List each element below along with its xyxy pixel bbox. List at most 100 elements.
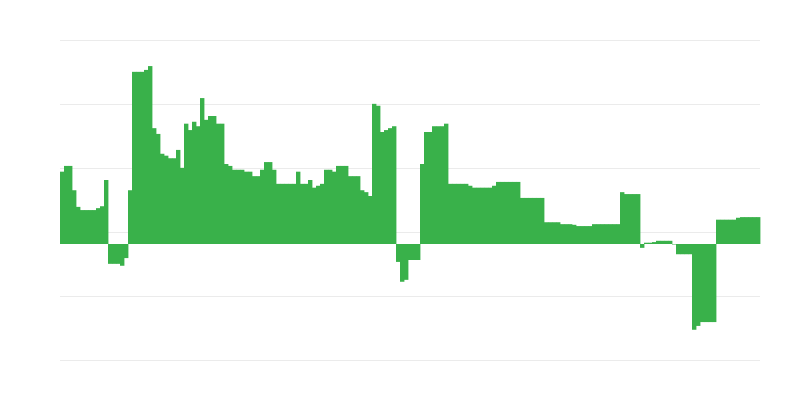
bar xyxy=(332,171,337,244)
bar xyxy=(588,226,593,244)
bar xyxy=(548,222,553,244)
bar xyxy=(96,208,101,244)
bar xyxy=(216,123,221,244)
bar xyxy=(468,185,473,244)
bar xyxy=(296,171,301,244)
bar xyxy=(116,244,121,264)
bar xyxy=(688,244,693,255)
bar xyxy=(184,123,189,244)
bar xyxy=(360,190,365,244)
bar xyxy=(172,158,177,244)
bar xyxy=(736,217,741,244)
bar xyxy=(484,187,489,244)
bar xyxy=(304,183,309,244)
bar xyxy=(200,98,205,244)
bar xyxy=(276,183,281,244)
bar xyxy=(368,196,373,244)
bar xyxy=(592,224,597,244)
bar xyxy=(84,210,89,244)
bar xyxy=(312,187,317,244)
bar xyxy=(148,66,153,244)
bar xyxy=(352,176,357,244)
bar xyxy=(424,132,429,244)
bar xyxy=(536,197,541,244)
bar xyxy=(132,71,137,244)
bar xyxy=(724,219,729,244)
bar xyxy=(412,244,417,260)
bar xyxy=(648,242,653,244)
bar xyxy=(208,116,213,244)
bar xyxy=(488,187,493,244)
bar xyxy=(308,180,313,244)
bar xyxy=(640,244,645,248)
bar xyxy=(552,222,557,244)
bar xyxy=(472,187,477,244)
bar xyxy=(748,217,753,244)
bar xyxy=(416,244,421,260)
bar xyxy=(616,224,621,244)
bar xyxy=(404,244,409,280)
bar xyxy=(156,133,161,244)
bar xyxy=(684,244,689,255)
bar xyxy=(520,197,525,244)
bar xyxy=(544,222,549,244)
bar xyxy=(68,165,73,244)
bar xyxy=(316,185,321,244)
bar xyxy=(124,244,129,259)
bar xyxy=(300,183,305,244)
bar xyxy=(364,192,369,244)
bar xyxy=(668,240,673,244)
bar xyxy=(440,126,445,244)
bar xyxy=(408,244,413,260)
bar xyxy=(444,123,449,244)
bar xyxy=(720,219,725,244)
bar xyxy=(604,224,609,244)
bar xyxy=(576,226,581,244)
bar xyxy=(244,171,249,244)
bar xyxy=(636,194,641,244)
bar xyxy=(376,105,381,244)
bar xyxy=(264,162,269,244)
bar xyxy=(220,123,225,244)
bar xyxy=(344,165,349,244)
bar xyxy=(392,126,397,244)
bar xyxy=(396,244,401,262)
bar xyxy=(260,169,265,244)
bar xyxy=(288,183,293,244)
bar xyxy=(728,219,733,244)
bar xyxy=(752,217,757,244)
bar xyxy=(448,183,453,244)
bar xyxy=(328,169,333,244)
bar xyxy=(212,116,217,244)
bar xyxy=(524,197,529,244)
bar xyxy=(644,242,649,244)
bar xyxy=(248,171,253,244)
bar xyxy=(140,71,145,244)
bar xyxy=(336,165,341,244)
bar xyxy=(92,210,97,244)
bar xyxy=(168,158,173,244)
bar xyxy=(292,183,297,244)
bar xyxy=(680,244,685,255)
bar xyxy=(420,164,425,244)
bar xyxy=(512,181,517,244)
bar xyxy=(324,169,329,244)
bar xyxy=(180,167,185,244)
bar xyxy=(564,224,569,244)
bar xyxy=(280,183,285,244)
bar xyxy=(320,183,325,244)
bar xyxy=(528,197,533,244)
bar xyxy=(600,224,605,244)
bar xyxy=(64,165,69,244)
bar xyxy=(492,185,497,244)
bar xyxy=(628,194,633,244)
bar xyxy=(740,217,745,244)
bar xyxy=(128,190,133,244)
bar xyxy=(88,210,93,244)
bar xyxy=(120,244,125,266)
bar xyxy=(620,192,625,244)
bar xyxy=(192,121,197,244)
bar xyxy=(632,194,637,244)
bar xyxy=(176,149,181,244)
bar xyxy=(560,224,565,244)
